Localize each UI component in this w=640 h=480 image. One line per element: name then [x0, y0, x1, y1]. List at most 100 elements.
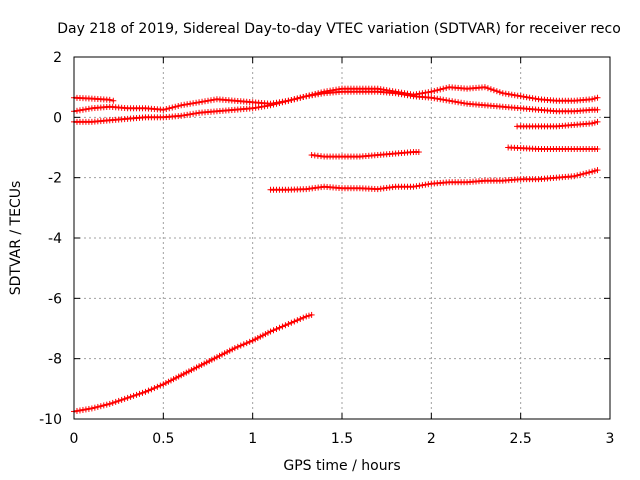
point-marker: [487, 86, 494, 93]
point-marker: [243, 340, 250, 347]
point-marker: [297, 315, 304, 322]
point-marker: [201, 360, 208, 367]
series-sat-e: [505, 144, 601, 153]
point-marker: [184, 101, 191, 108]
point-marker: [583, 170, 590, 177]
y-tick-label: 2: [53, 50, 62, 66]
point-marker: [170, 376, 177, 383]
point-marker: [234, 343, 241, 350]
point-marker: [481, 84, 488, 91]
point-marker: [185, 368, 192, 375]
point-marker: [249, 105, 256, 112]
point-marker: [193, 110, 200, 117]
point-marker: [106, 400, 113, 407]
point-marker: [183, 369, 190, 376]
point-marker: [333, 86, 340, 93]
point-marker: [410, 91, 417, 98]
point-marker: [276, 100, 283, 107]
point-marker: [165, 378, 172, 385]
point-marker: [173, 374, 180, 381]
point-marker: [276, 324, 283, 331]
point-marker: [169, 104, 176, 111]
x-axis-label: GPS time / hours: [283, 458, 400, 474]
point-marker: [300, 314, 307, 321]
point-marker: [178, 372, 185, 379]
point-marker: [443, 84, 450, 91]
point-marker: [493, 88, 500, 95]
point-marker: [273, 100, 280, 107]
point-marker: [315, 90, 322, 97]
point-marker: [502, 90, 509, 97]
point-marker: [318, 89, 325, 96]
point-marker: [594, 94, 601, 101]
point-marker: [415, 149, 422, 156]
point-marker: [508, 91, 515, 98]
point-marker: [178, 102, 185, 109]
point-marker: [288, 96, 295, 103]
point-marker: [431, 87, 438, 94]
point-marker: [443, 97, 450, 104]
point-marker: [188, 367, 195, 374]
y-axis-label: SDTVAR / TECUs: [8, 181, 24, 296]
point-marker: [157, 382, 164, 389]
point-marker: [172, 103, 179, 110]
point-marker: [437, 96, 444, 103]
point-marker: [163, 106, 170, 113]
point-marker: [523, 94, 530, 101]
point-marker: [267, 328, 274, 335]
point-marker: [437, 86, 444, 93]
point-marker: [190, 100, 197, 107]
point-marker: [106, 96, 113, 103]
point-marker: [252, 104, 259, 111]
point-marker: [589, 96, 596, 103]
point-marker: [199, 98, 206, 105]
x-tick-label: 1: [248, 431, 257, 447]
point-marker: [434, 95, 441, 102]
point-marker: [589, 120, 596, 127]
point-marker: [110, 97, 117, 104]
point-marker: [428, 88, 435, 95]
point-marker: [303, 93, 310, 100]
point-marker: [181, 112, 188, 119]
point-marker: [428, 94, 435, 101]
point-marker: [73, 407, 80, 414]
point-marker: [279, 99, 286, 106]
point-marker: [392, 88, 399, 95]
point-marker: [383, 87, 390, 94]
point-marker: [580, 170, 587, 177]
point-marker: [594, 118, 601, 125]
point-marker: [187, 100, 194, 107]
series-sat-f: [514, 118, 601, 130]
point-marker: [446, 97, 453, 104]
point-marker: [425, 181, 432, 188]
point-marker: [219, 351, 226, 358]
point-marker: [300, 93, 307, 100]
point-marker: [208, 356, 215, 363]
point-marker: [148, 386, 155, 393]
point-marker: [303, 313, 310, 320]
point-marker: [440, 96, 447, 103]
point-marker: [401, 90, 408, 97]
point-marker: [262, 331, 269, 338]
y-tick-label: -4: [48, 231, 62, 247]
point-marker: [193, 99, 200, 106]
point-marker: [279, 323, 286, 330]
point-marker: [273, 326, 280, 333]
point-marker: [121, 395, 128, 402]
point-marker: [270, 101, 277, 108]
point-marker: [258, 103, 265, 110]
point-marker: [246, 338, 253, 345]
point-marker: [282, 98, 289, 105]
point-marker: [73, 107, 80, 114]
point-marker: [231, 345, 238, 352]
point-marker: [226, 347, 233, 354]
point-marker: [571, 173, 578, 180]
point-marker: [594, 146, 601, 153]
x-tick-label: 0: [70, 431, 79, 447]
point-marker: [452, 98, 459, 105]
point-marker: [306, 92, 313, 99]
point-marker: [252, 336, 259, 343]
point-marker: [178, 112, 185, 119]
point-marker: [88, 405, 95, 412]
